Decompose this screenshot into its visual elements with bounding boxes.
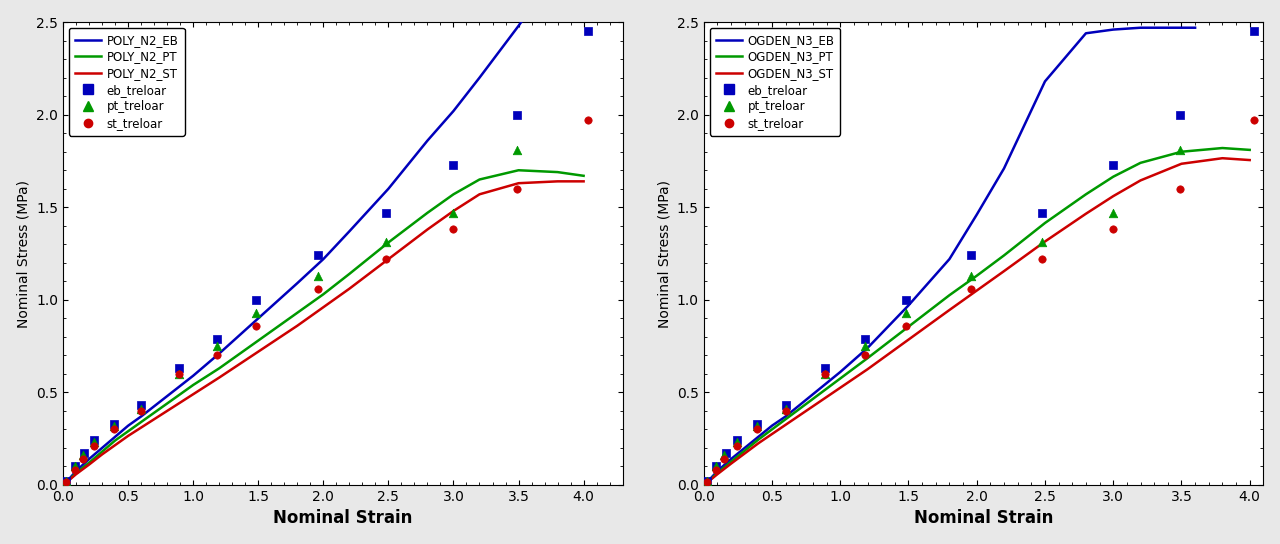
Point bbox=[84, 436, 105, 445]
Point bbox=[705, 466, 726, 474]
Point bbox=[855, 335, 876, 343]
Point bbox=[746, 425, 767, 434]
Point bbox=[169, 369, 189, 378]
Point bbox=[961, 251, 982, 259]
Point bbox=[776, 401, 796, 410]
Point bbox=[507, 146, 527, 154]
Point bbox=[705, 462, 726, 471]
Point bbox=[308, 271, 329, 280]
Point bbox=[55, 478, 76, 486]
Point bbox=[716, 449, 736, 458]
Point bbox=[577, 27, 598, 36]
Point bbox=[1032, 238, 1052, 247]
Point bbox=[815, 364, 836, 373]
Point bbox=[169, 364, 189, 373]
Point bbox=[1170, 146, 1190, 154]
Point bbox=[55, 477, 76, 485]
Point bbox=[896, 322, 916, 330]
Point bbox=[84, 438, 105, 447]
Point bbox=[375, 238, 396, 247]
Point bbox=[55, 477, 76, 485]
Point bbox=[776, 405, 796, 413]
Point bbox=[696, 478, 717, 486]
Point bbox=[64, 462, 84, 471]
Point bbox=[855, 342, 876, 350]
Point bbox=[1244, 116, 1265, 125]
Point bbox=[776, 406, 796, 415]
Point bbox=[1032, 208, 1052, 217]
Point bbox=[74, 449, 95, 458]
Point bbox=[375, 208, 396, 217]
Point bbox=[206, 335, 227, 343]
X-axis label: Nominal Strain: Nominal Strain bbox=[273, 509, 412, 527]
Point bbox=[443, 208, 463, 217]
Point bbox=[131, 405, 151, 413]
Point bbox=[73, 451, 93, 460]
Y-axis label: Nominal Stress (MPa): Nominal Stress (MPa) bbox=[658, 180, 672, 327]
Point bbox=[443, 225, 463, 234]
Y-axis label: Nominal Stress (MPa): Nominal Stress (MPa) bbox=[17, 180, 31, 327]
Point bbox=[696, 477, 717, 485]
Point bbox=[64, 462, 84, 471]
Point bbox=[84, 442, 105, 450]
Point bbox=[131, 406, 151, 415]
Point bbox=[1032, 255, 1052, 263]
Point bbox=[104, 425, 124, 434]
Point bbox=[308, 251, 329, 259]
Point bbox=[1103, 225, 1124, 234]
Point bbox=[104, 422, 124, 430]
Point bbox=[961, 285, 982, 293]
Point bbox=[443, 160, 463, 169]
Point bbox=[577, 116, 598, 125]
Point bbox=[375, 255, 396, 263]
Point bbox=[104, 419, 124, 428]
Point bbox=[1170, 184, 1190, 193]
Point bbox=[131, 401, 151, 410]
Point bbox=[746, 422, 767, 430]
Point bbox=[815, 369, 836, 378]
Point bbox=[726, 442, 746, 450]
Point bbox=[169, 369, 189, 378]
Point bbox=[308, 285, 329, 293]
Point bbox=[815, 369, 836, 378]
Point bbox=[714, 451, 735, 460]
Point bbox=[206, 342, 227, 350]
Legend: OGDEN_N3_EB, OGDEN_N3_PT, OGDEN_N3_ST, eb_treloar, pt_treloar, st_treloar: OGDEN_N3_EB, OGDEN_N3_PT, OGDEN_N3_ST, e… bbox=[709, 28, 841, 135]
Point bbox=[1103, 160, 1124, 169]
Point bbox=[961, 271, 982, 280]
Point bbox=[705, 462, 726, 471]
Point bbox=[726, 438, 746, 447]
Point bbox=[507, 184, 527, 193]
Point bbox=[746, 419, 767, 428]
Point bbox=[246, 322, 266, 330]
Point bbox=[507, 110, 527, 119]
Point bbox=[1170, 110, 1190, 119]
Point bbox=[246, 295, 266, 304]
X-axis label: Nominal Strain: Nominal Strain bbox=[914, 509, 1053, 527]
Point bbox=[714, 455, 735, 463]
Point bbox=[64, 466, 84, 474]
Point bbox=[896, 308, 916, 317]
Point bbox=[896, 295, 916, 304]
Point bbox=[855, 351, 876, 360]
Point bbox=[696, 477, 717, 485]
Point bbox=[726, 436, 746, 445]
Point bbox=[206, 351, 227, 360]
Point bbox=[1244, 27, 1265, 36]
Point bbox=[73, 455, 93, 463]
Legend: POLY_N2_EB, POLY_N2_PT, POLY_N2_ST, eb_treloar, pt_treloar, st_treloar: POLY_N2_EB, POLY_N2_PT, POLY_N2_ST, eb_t… bbox=[69, 28, 184, 135]
Point bbox=[1103, 208, 1124, 217]
Point bbox=[246, 308, 266, 317]
